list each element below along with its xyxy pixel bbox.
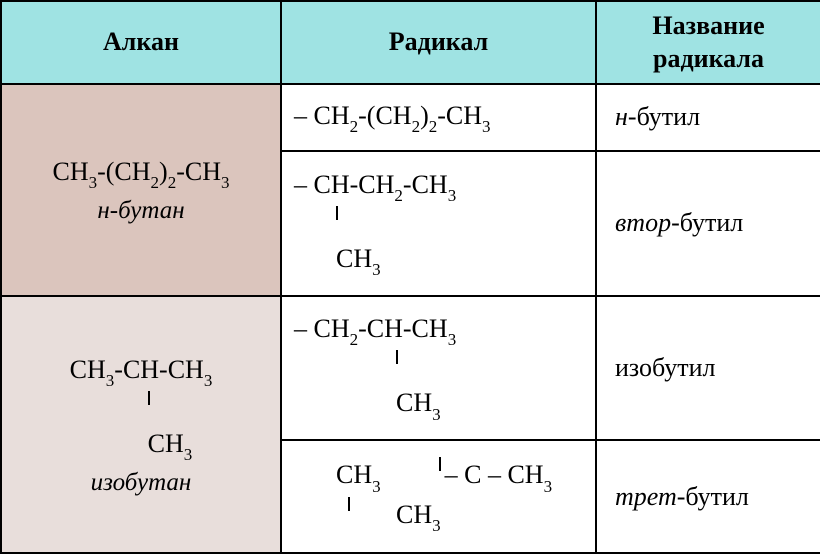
isobutane-name: изобутан [14,469,268,497]
isobutyl-formula-line1: – CH2-CH-CH3 [294,311,456,350]
isobutyl-name: изобутил [615,353,716,382]
tertbutyl-mid: – C – CH3 [445,460,552,489]
table-row: CH3-(CH2)2-CH3 н-бутан – CH2-(CH2)2-CH3 … [1,84,820,151]
radical-cell-nbutyl: – CH2-(CH2)2-CH3 [281,84,596,151]
radical-cell-secbutyl: – CH-CH2-CH3 CH3 [281,151,596,296]
header-alkane: Алкан [1,1,281,84]
tertbutyl-top: CH3 [294,460,381,489]
secbutyl-prefix: втор- [615,208,680,237]
radicals-table: Алкан Радикал Название радикала CH3-(CH2… [0,0,820,554]
header-row: Алкан Радикал Название радикала [1,1,820,84]
isobutane-branch: CH3 [70,391,213,465]
secbutyl-name: бутил [680,208,744,237]
table-row: CH3-CH-CH3 CH3 изобутан – CH2-CH-CH3 CH3… [1,296,820,441]
nbutyl-prefix: н- [615,102,637,131]
nbutyl-name: бутил [637,102,701,131]
isobutyl-branch: CH3 [294,350,456,424]
header-radical-name: Название радикала [596,1,820,84]
header-radical: Радикал [281,1,596,84]
isobutane-formula-line1: CH3-CH-CH3 [70,352,213,391]
name-cell-isobutyl: изобутил [596,296,820,441]
name-cell-nbutyl: н-бутил [596,84,820,151]
tertbutyl-bot: CH3 [354,500,441,529]
secbutyl-formula-line1: – CH-CH2-CH3 [294,167,456,206]
alkane-cell-nbutane: CH3-(CH2)2-CH3 н-бутан [1,84,281,296]
secbutyl-branch: CH3 [294,206,456,280]
name-cell-secbutyl: втор-бутил [596,151,820,296]
nbutane-formula: CH3-(CH2)2-CH3 [52,157,229,186]
tertbutyl-name: бутил [685,482,749,511]
nbutyl-formula: – CH2-(CH2)2-CH3 [294,101,491,130]
chemistry-table: Алкан Радикал Название радикала CH3-(CH2… [0,0,820,554]
name-cell-tertbutyl: трет-бутил [596,440,820,553]
tertbutyl-bond-bot [294,500,350,529]
nbutane-name: бутан [118,197,185,224]
nbutane-prefix: н- [97,197,118,224]
alkane-cell-isobutane: CH3-CH-CH3 CH3 изобутан [1,296,281,553]
radical-cell-tertbutyl: CH3 – C – CH3 CH3 [281,440,596,553]
tertbutyl-prefix: трет- [615,482,685,511]
radical-cell-isobutyl: – CH2-CH-CH3 CH3 [281,296,596,441]
tertbutyl-bond-top [385,460,441,489]
